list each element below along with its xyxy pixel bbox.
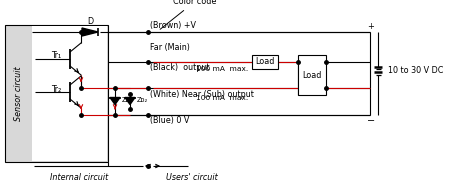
Text: (White) Near (Sub) output: (White) Near (Sub) output — [150, 90, 254, 99]
Text: Color code: Color code — [160, 0, 217, 29]
Text: Far (Main): Far (Main) — [150, 43, 190, 52]
Text: +: + — [368, 22, 374, 31]
Text: (Brown) +V: (Brown) +V — [150, 21, 196, 30]
Text: 10 to 30 V DC: 10 to 30 V DC — [388, 66, 443, 75]
Text: Load: Load — [255, 57, 274, 66]
FancyBboxPatch shape — [5, 25, 108, 162]
Text: Internal circuit: Internal circuit — [50, 173, 108, 180]
Text: (Black)  output: (Black) output — [150, 63, 210, 72]
Text: Users' circuit: Users' circuit — [166, 173, 218, 180]
Polygon shape — [110, 98, 120, 105]
Text: Tr₁: Tr₁ — [51, 51, 61, 60]
Text: Load: Load — [302, 71, 322, 80]
Text: Sensor circuit: Sensor circuit — [14, 66, 23, 121]
Text: Zᴅ₂: Zᴅ₂ — [137, 96, 148, 102]
Text: Tr₂: Tr₂ — [51, 84, 61, 93]
Text: (Blue) 0 V: (Blue) 0 V — [150, 116, 189, 125]
Text: 100 mA  max.: 100 mA max. — [196, 66, 248, 72]
FancyBboxPatch shape — [252, 55, 278, 69]
FancyBboxPatch shape — [298, 55, 326, 95]
Text: D: D — [87, 17, 93, 26]
FancyBboxPatch shape — [32, 26, 107, 161]
Text: 100 mA  max.: 100 mA max. — [196, 94, 248, 100]
Polygon shape — [82, 28, 98, 36]
Text: −: − — [367, 116, 375, 126]
Text: Zᴅ₁: Zᴅ₁ — [122, 96, 133, 102]
Polygon shape — [125, 98, 135, 105]
